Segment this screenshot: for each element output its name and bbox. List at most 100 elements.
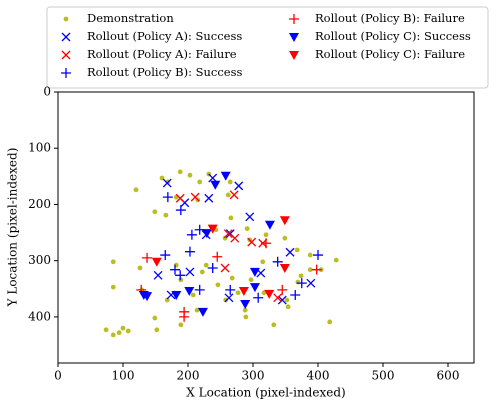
point [152, 209, 158, 215]
x-tick-label: 300 [242, 369, 265, 383]
legend-label: Rollout (Policy C): Failure [315, 47, 465, 61]
legend-marker [289, 33, 299, 42]
point [208, 173, 218, 183]
point [197, 307, 208, 317]
point [164, 297, 170, 303]
point [249, 267, 260, 277]
legend-marker [289, 51, 299, 60]
marker-stroke [170, 264, 180, 275]
point [116, 330, 122, 336]
point [177, 169, 183, 175]
marker-stroke [61, 50, 71, 60]
point [298, 273, 304, 279]
point [125, 328, 131, 334]
legend-marker [63, 16, 69, 22]
marker-stroke [296, 278, 307, 289]
marker-stroke [220, 263, 230, 273]
point [242, 307, 248, 313]
point [284, 297, 290, 303]
y-tick-label: 0 [43, 85, 51, 99]
marker-stroke [225, 284, 236, 295]
point [110, 332, 116, 338]
marker-stroke [277, 284, 288, 295]
marker-stroke [186, 229, 197, 240]
point [212, 251, 223, 262]
point [234, 181, 244, 191]
marker-stroke [61, 32, 71, 42]
point [227, 179, 233, 185]
legend-label: Rollout (Policy A): Success [87, 29, 242, 43]
point [253, 292, 264, 303]
point [197, 179, 203, 185]
x-tick-label: 400 [307, 369, 330, 383]
marker-stroke [207, 262, 218, 273]
marker-stroke [162, 178, 172, 188]
legend-marker [289, 14, 299, 24]
legend-box [46, 6, 489, 89]
x-tick-label: 200 [177, 369, 200, 383]
point [203, 262, 209, 268]
marker-stroke [185, 267, 195, 277]
point [225, 192, 231, 198]
point [207, 224, 218, 234]
legend-label: Rollout (Policy A): Failure [87, 47, 237, 61]
point [285, 304, 291, 310]
point [120, 325, 126, 331]
y-tick-label: 300 [28, 253, 51, 267]
point [170, 264, 180, 275]
marker-stroke [223, 229, 233, 239]
point [285, 247, 295, 257]
marker-stroke [208, 173, 218, 183]
marker-stroke [229, 190, 239, 200]
point [201, 229, 212, 239]
marker-stroke [160, 250, 171, 261]
point [273, 293, 283, 303]
legend-label: Demonstration [87, 11, 174, 25]
x-tick-label: 500 [372, 369, 395, 383]
point [313, 250, 323, 261]
marker-stroke [306, 278, 316, 288]
point [190, 192, 200, 202]
marker-stroke [204, 193, 214, 203]
marker-stroke [194, 284, 205, 295]
marker-stroke [212, 251, 223, 262]
point [294, 247, 300, 253]
point [264, 289, 275, 299]
point [240, 299, 251, 309]
point [178, 277, 184, 283]
point [171, 290, 182, 300]
point [290, 289, 301, 300]
marker-stroke [253, 292, 264, 303]
y-tick-label: 200 [28, 197, 51, 211]
marker-stroke [285, 247, 295, 257]
x-tick-label: 600 [437, 369, 460, 383]
legend-marker [61, 68, 71, 78]
point [279, 263, 290, 273]
marker-stroke [234, 181, 244, 191]
marker-stroke [290, 289, 301, 300]
point [296, 278, 307, 289]
point [220, 263, 230, 273]
point [249, 283, 260, 293]
point [230, 233, 240, 243]
point [175, 193, 185, 203]
point [229, 190, 239, 200]
marker-stroke [142, 252, 153, 263]
point [184, 246, 195, 257]
point [175, 270, 186, 281]
marker-stroke [273, 293, 283, 303]
point [225, 284, 236, 295]
point [271, 322, 277, 328]
point [184, 287, 195, 297]
legend-label: Rollout (Policy C): Success [315, 29, 471, 43]
point [133, 187, 139, 193]
marker-stroke [224, 293, 234, 303]
point [185, 267, 195, 277]
marker-stroke [175, 270, 186, 281]
point [162, 178, 172, 188]
point [199, 269, 205, 275]
legend-label: Rollout (Policy B): Success [87, 65, 243, 79]
point [152, 315, 158, 321]
x-tick-label: 0 [54, 369, 62, 383]
